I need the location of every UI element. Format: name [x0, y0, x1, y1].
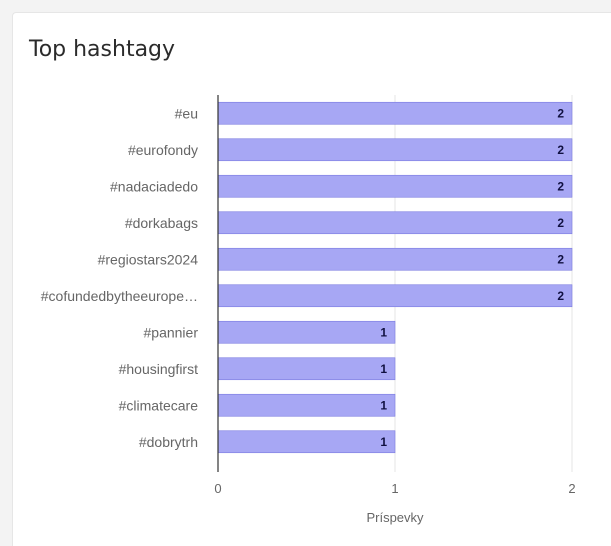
category-label: #housingfirst	[119, 361, 198, 377]
bar	[217, 357, 396, 381]
chart-card: Top hashtagy	[12, 12, 611, 546]
data-label: 1	[380, 325, 387, 339]
category-label: #pannier	[144, 324, 199, 340]
bar	[217, 101, 573, 125]
category-label: #dobrytrh	[139, 434, 198, 450]
bar	[217, 284, 573, 308]
data-label: 1	[380, 435, 387, 449]
category-label: #regiostars2024	[98, 251, 199, 267]
bar	[217, 174, 573, 198]
data-label: 2	[557, 106, 564, 120]
data-label: 1	[380, 362, 387, 376]
bar	[217, 393, 396, 417]
data-label: 2	[557, 216, 564, 230]
category-label: #eurofondy	[128, 142, 198, 158]
x-tick-label: 1	[391, 481, 398, 496]
category-label: #cofundedbytheeurope…	[41, 288, 198, 304]
bar	[217, 138, 573, 162]
data-label: 2	[557, 143, 564, 157]
data-label: 2	[557, 252, 564, 266]
category-label: #climatecare	[119, 397, 199, 413]
data-label: 2	[557, 179, 564, 193]
bar	[217, 247, 573, 271]
x-axis-title: Príspevky	[366, 510, 424, 525]
category-label: #nadaciadedo	[110, 178, 198, 194]
bar	[217, 320, 396, 344]
card-title: Top hashtagy	[29, 37, 176, 62]
category-label: #dorkabags	[125, 215, 198, 231]
x-tick-label: 0	[214, 481, 221, 496]
bar	[217, 211, 573, 235]
x-tick-label: 2	[568, 481, 575, 496]
bar	[217, 430, 396, 454]
data-label: 1	[380, 398, 387, 412]
data-label: 2	[557, 289, 564, 303]
category-label: #eu	[175, 105, 198, 121]
